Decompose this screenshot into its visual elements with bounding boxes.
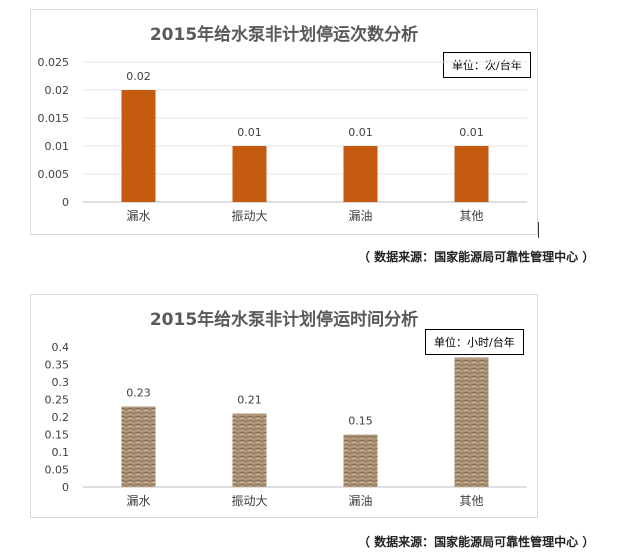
y-tick-label: 0.25 <box>45 394 70 407</box>
data-label: 0.23 <box>126 387 151 400</box>
chart-stop-time: 2015年给水泵非计划停运时间分析 单位：小时/台年 0 0.05 0.1 0.15 0… <box>30 294 538 518</box>
frame-edge-mark <box>538 222 539 238</box>
y-tick-label: 0.025 <box>38 56 70 69</box>
y-tick-label: 0.005 <box>38 168 70 181</box>
bar <box>232 413 267 487</box>
bar-chart-plot: 0 0.005 0.01 0.015 0.02 0.025 0.02 漏水 0.01 振动大 0.0… <box>38 56 527 223</box>
x-tick-label: 振动大 <box>231 494 267 508</box>
y-tick-label: 0 <box>62 196 69 209</box>
y-tick-label: 0.2 <box>52 411 70 424</box>
y-tick-label: 0 <box>62 481 69 494</box>
y-tick-label: 0.35 <box>45 359 70 372</box>
bar <box>343 434 378 487</box>
bar-chart-plot: 0 0.05 0.1 0.15 0.2 0.25 0.3 0.35 0.4 0.23 漏水 0.21 振… <box>45 341 527 508</box>
x-tick-label: 振动大 <box>231 209 267 223</box>
data-label: 0.02 <box>126 70 151 83</box>
bar <box>454 357 489 487</box>
y-tick-label: 0.15 <box>45 429 70 442</box>
y-tick-label: 0.01 <box>45 140 70 153</box>
x-tick-label: 其他 <box>459 494 483 508</box>
bar <box>343 146 378 202</box>
y-tick-label: 0.015 <box>38 112 70 125</box>
x-tick-label: 其他 <box>459 209 483 223</box>
x-tick-label: 漏油 <box>348 494 372 508</box>
data-label: 0.01 <box>348 126 373 139</box>
source-note: （ 数据来源：国家能源局可靠性管理中心 ） <box>358 535 595 549</box>
x-tick-label: 漏水 <box>126 494 150 508</box>
chart-title: 2015年给水泵非计划停运次数分析 <box>149 25 419 45</box>
y-tick-label: 0.1 <box>52 446 70 459</box>
data-label: 0.01 <box>459 126 484 139</box>
y-tick-label: 0.02 <box>45 84 70 97</box>
data-label: 0.15 <box>348 415 373 428</box>
data-label: 0.21 <box>237 394 262 407</box>
bar <box>121 406 156 487</box>
x-tick-label: 漏油 <box>348 209 372 223</box>
bar <box>232 146 267 202</box>
x-tick-label: 漏水 <box>126 209 150 223</box>
bar <box>121 90 156 202</box>
y-tick-label: 0.3 <box>52 376 70 389</box>
chart-title: 2015年给水泵非计划停运时间分析 <box>149 310 419 330</box>
unit-label: 单位：小时/台年 <box>425 329 524 355</box>
bar <box>454 146 489 202</box>
source-note: （ 数据来源：国家能源局可靠性管理中心 ） <box>358 250 595 264</box>
y-tick-label: 0.4 <box>52 341 70 354</box>
chart-stop-count: 2015年给水泵非计划停运次数分析 单位：次/台年 0 0.005 0.01 0.01… <box>30 9 538 235</box>
unit-label: 单位：次/台年 <box>443 52 531 78</box>
data-label: 0.01 <box>237 126 262 139</box>
y-tick-label: 0.05 <box>45 464 70 477</box>
